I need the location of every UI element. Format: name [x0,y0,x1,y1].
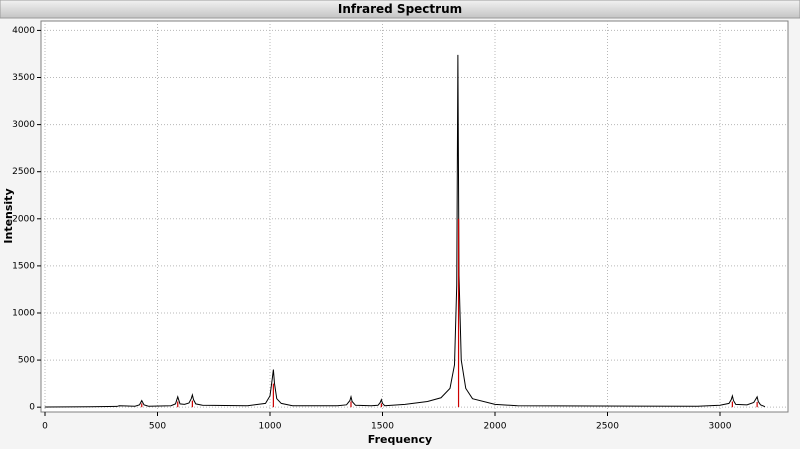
y-axis-label: Intensity [2,188,15,243]
chart-title: Infrared Spectrum [338,2,462,16]
plot-area [40,20,789,413]
y-tick-label: 0 [29,403,35,413]
x-axis-label: Frequency [368,433,432,446]
x-tick-label: 2500 [596,422,619,432]
y-tick-label: 1000 [12,308,35,318]
x-tick-label: 0 [42,422,48,432]
x-tick-label: 3000 [709,422,732,432]
y-tick-label: 2000 [12,214,35,224]
x-tick-label: 1000 [259,422,282,432]
spectrum-line [44,54,766,408]
x-tick-label: 500 [149,422,166,432]
y-tick-label: 2500 [12,167,35,177]
y-tick-label: 500 [18,356,35,366]
y-tick-label: 3500 [12,73,35,83]
y-tick-label: 3000 [12,120,35,130]
x-tick-label: 1500 [371,422,394,432]
title-bar [0,0,800,19]
x-tick-label: 2000 [484,422,507,432]
y-tick-label: 4000 [12,26,35,36]
y-tick-label: 1500 [12,261,35,271]
